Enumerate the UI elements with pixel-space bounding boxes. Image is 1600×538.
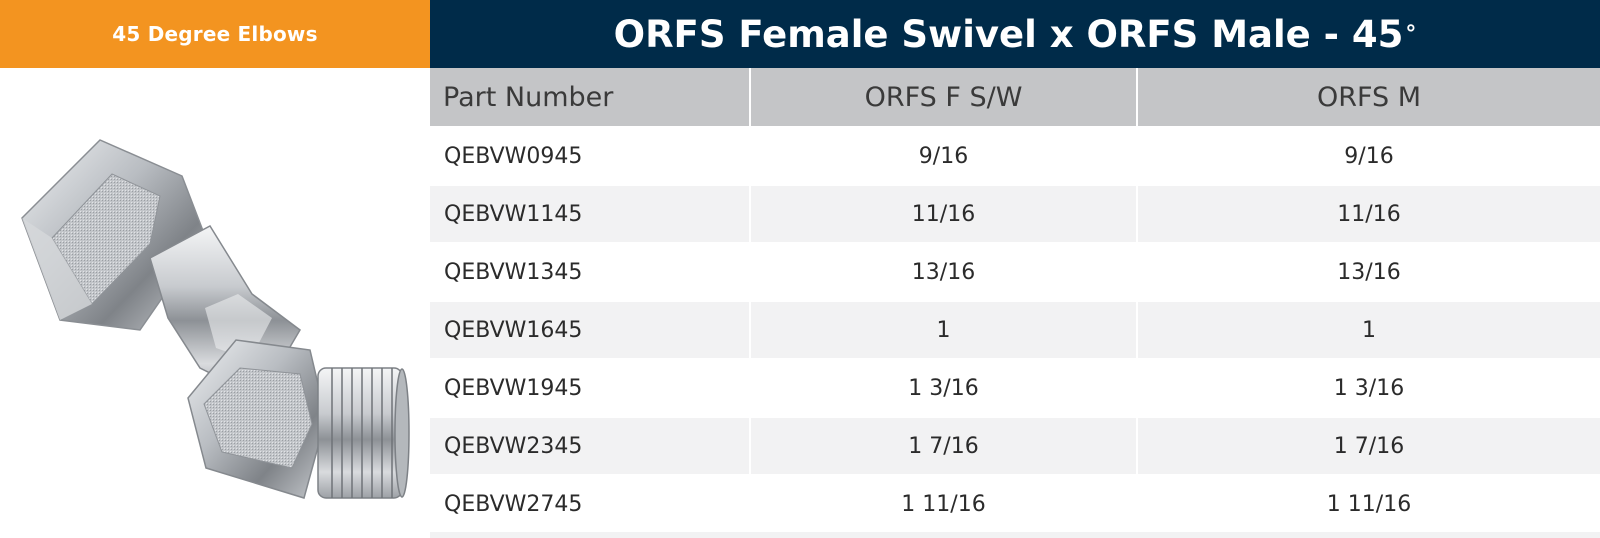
- part-number-cell: QEBVW0945: [430, 126, 751, 185]
- part-number-cell: QEBVW1145: [430, 184, 751, 243]
- page-title-text: ORFS Female Swivel x ORFS Male - 45: [613, 12, 1404, 56]
- orfs-f-sw-cell: 9/16: [750, 126, 1138, 185]
- category-tab: 45 Degree Elbows: [0, 0, 430, 68]
- orfs-f-sw-cell: 1 7/16: [750, 416, 1138, 475]
- table-row: QEBVW1345 13/16 13/16: [430, 242, 1600, 301]
- orfs-m-cell: 1 11/16: [1137, 474, 1600, 533]
- orfs-m-cell: 13/16: [1137, 242, 1600, 301]
- orfs-f-sw-cell: 13/16: [750, 242, 1138, 301]
- orfs-f-sw-cell: 1 3/16: [750, 358, 1138, 417]
- part-number-cell: QEBVW1345: [430, 242, 751, 301]
- male-threaded-end: [317, 367, 410, 499]
- part-number-cell: QEBVW2745: [430, 474, 751, 533]
- spec-table: Part Number ORFS F S/W ORFS M QEBVW0945 …: [430, 68, 1600, 533]
- orfs-m-cell: 11/16: [1137, 184, 1600, 243]
- degree-symbol: °: [1405, 21, 1417, 47]
- part-number-cell: QEBVW1945: [430, 358, 751, 417]
- orfs-m-cell: 1 7/16: [1137, 416, 1600, 475]
- part-number-cell: QEBVW2345: [430, 416, 751, 475]
- orfs-m-cell: 1: [1137, 300, 1600, 359]
- table-header-row: Part Number ORFS F S/W ORFS M: [430, 68, 1600, 127]
- elbow-fitting-image: [21, 139, 410, 499]
- page-title: ORFS Female Swivel x ORFS Male - 45 °: [430, 0, 1600, 68]
- table-row: QEBVW1945 1 3/16 1 3/16: [430, 358, 1600, 417]
- part-number-cell: QEBVW1645: [430, 300, 751, 359]
- category-label: 45 Degree Elbows: [112, 22, 318, 46]
- column-header-part-number: Part Number: [430, 68, 751, 127]
- table-row: QEBVW2345 1 7/16 1 7/16: [430, 416, 1600, 475]
- column-header-orfs-f-sw: ORFS F S/W: [750, 68, 1138, 127]
- table-row: QEBVW1145 11/16 11/16: [430, 184, 1600, 243]
- table-bottom-edge: [430, 532, 1600, 538]
- orfs-m-cell: 9/16: [1137, 126, 1600, 185]
- table-row: QEBVW1645 1 1: [430, 300, 1600, 359]
- orfs-f-sw-cell: 1 11/16: [750, 474, 1138, 533]
- table-row: QEBVW0945 9/16 9/16: [430, 126, 1600, 185]
- table-row: QEBVW2745 1 11/16 1 11/16: [430, 474, 1600, 533]
- orfs-f-sw-cell: 11/16: [750, 184, 1138, 243]
- orfs-m-cell: 1 3/16: [1137, 358, 1600, 417]
- hex-body: [187, 339, 327, 499]
- column-header-orfs-m: ORFS M: [1137, 68, 1600, 127]
- orfs-f-sw-cell: 1: [750, 300, 1138, 359]
